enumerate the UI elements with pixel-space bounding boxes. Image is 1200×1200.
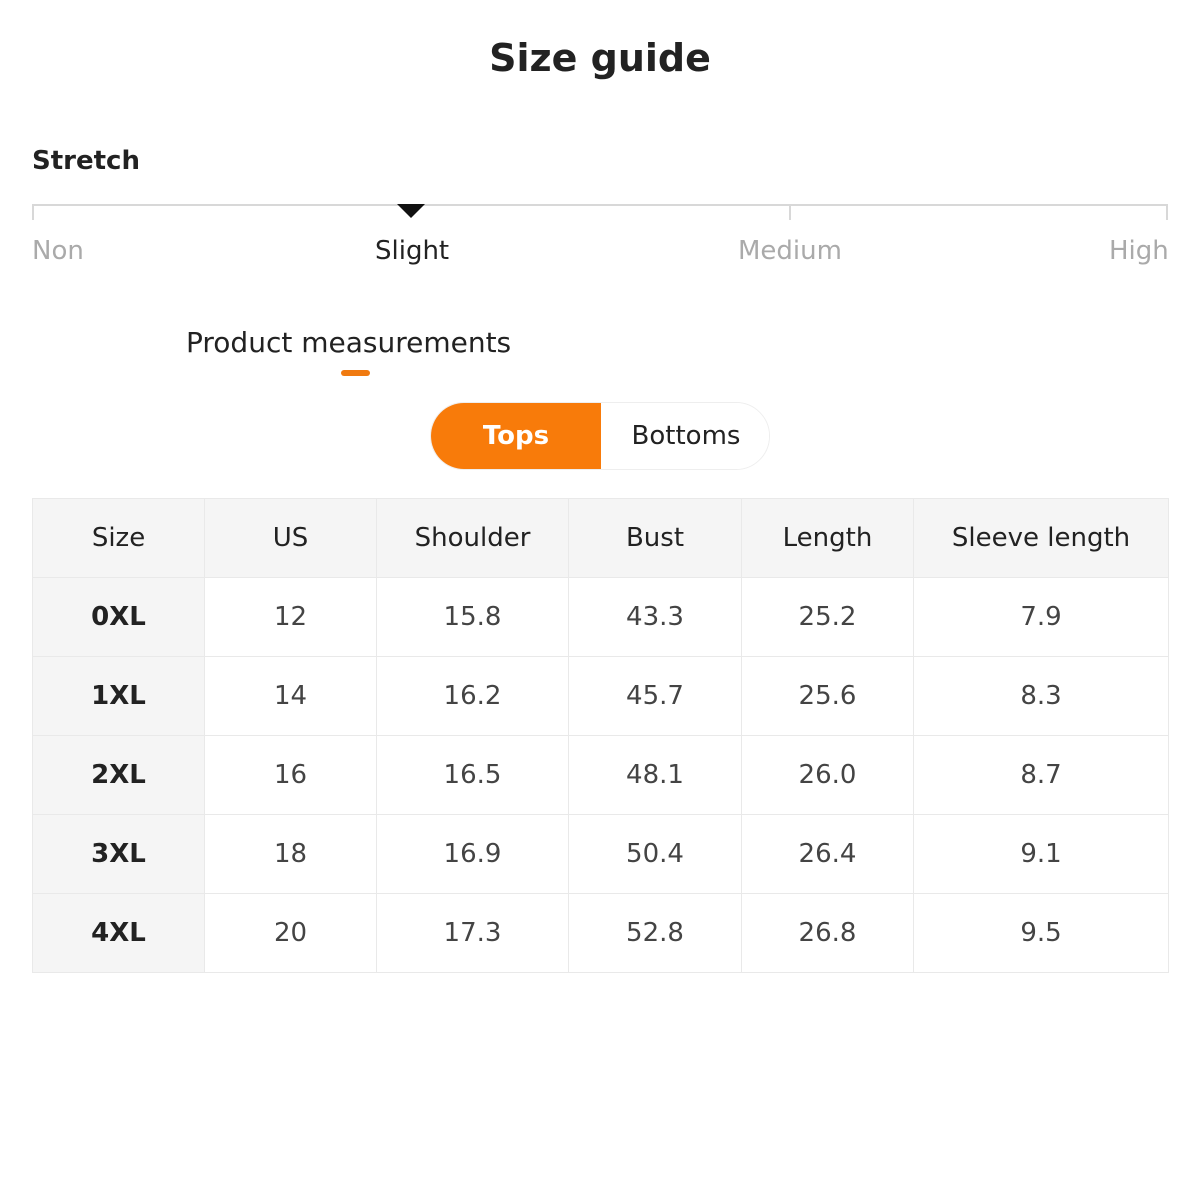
table-cell: 8.7 — [913, 735, 1169, 815]
section-title[interactable]: Product measurements — [186, 326, 512, 359]
category-toggle: Tops Bottoms — [430, 402, 770, 470]
table-cell: 9.5 — [913, 893, 1169, 973]
column-header: Size — [32, 498, 205, 578]
table-cell: 15.8 — [376, 577, 569, 657]
tab-bottoms[interactable]: Bottoms — [601, 403, 769, 469]
stretch-level-high: High — [1109, 236, 1169, 266]
column-header: Shoulder — [376, 498, 569, 578]
column-header: Sleeve length — [913, 498, 1169, 578]
table-row: 1XL 14 16.2 45.7 25.6 8.3 — [32, 656, 1169, 736]
size-table: Size US Shoulder Bust Length Sleeve length 0X… — [32, 498, 1169, 973]
table-cell: 25.6 — [741, 656, 914, 736]
column-header: US — [204, 498, 377, 578]
table-cell: 8.3 — [913, 656, 1169, 736]
table-cell: 26.8 — [741, 893, 914, 973]
tab-tops[interactable]: Tops — [431, 403, 601, 469]
table-cell: 25.2 — [741, 577, 914, 657]
table-cell: 20 — [204, 893, 377, 973]
table-cell: 17.3 — [376, 893, 569, 973]
column-header: Length — [741, 498, 914, 578]
size-cell: 1XL — [32, 656, 205, 736]
table-cell: 18 — [204, 814, 377, 894]
stretch-label: Stretch — [32, 146, 140, 176]
stretch-level-slight: Slight — [375, 236, 450, 266]
table-cell: 7.9 — [913, 577, 1169, 657]
table-cell: 43.3 — [568, 577, 742, 657]
table-cell: 52.8 — [568, 893, 742, 973]
table-cell: 16.2 — [376, 656, 569, 736]
table-row: 4XL 20 17.3 52.8 26.8 9.5 — [32, 893, 1169, 973]
size-cell: 0XL — [32, 577, 205, 657]
page-title: Size guide — [489, 36, 711, 80]
table-cell: 26.4 — [741, 814, 914, 894]
size-cell: 3XL — [32, 814, 205, 894]
size-cell: 4XL — [32, 893, 205, 973]
table-cell: 16 — [204, 735, 377, 815]
stretch-tick — [32, 204, 34, 220]
section-active-indicator — [341, 370, 370, 376]
table-cell: 12 — [204, 577, 377, 657]
table-cell: 45.7 — [568, 656, 742, 736]
table-row: 0XL 12 15.8 43.3 25.2 7.9 — [32, 577, 1169, 657]
stretch-level-non: Non — [32, 236, 84, 266]
table-cell: 48.1 — [568, 735, 742, 815]
stretch-tick — [789, 204, 791, 220]
table-cell: 9.1 — [913, 814, 1169, 894]
table-row: 2XL 16 16.5 48.1 26.0 8.7 — [32, 735, 1169, 815]
stretch-level-medium: Medium — [738, 236, 842, 266]
stretch-scale-line — [32, 204, 1168, 206]
table-cell: 14 — [204, 656, 377, 736]
table-cell: 16.5 — [376, 735, 569, 815]
size-cell: 2XL — [32, 735, 205, 815]
table-row: 3XL 18 16.9 50.4 26.4 9.1 — [32, 814, 1169, 894]
stretch-tick — [1166, 204, 1168, 220]
stretch-marker-icon — [397, 204, 425, 218]
table-cell: 50.4 — [568, 814, 742, 894]
table-cell: 16.9 — [376, 814, 569, 894]
table-cell: 26.0 — [741, 735, 914, 815]
table-header-row: Size US Shoulder Bust Length Sleeve length — [32, 498, 1169, 578]
column-header: Bust — [568, 498, 742, 578]
